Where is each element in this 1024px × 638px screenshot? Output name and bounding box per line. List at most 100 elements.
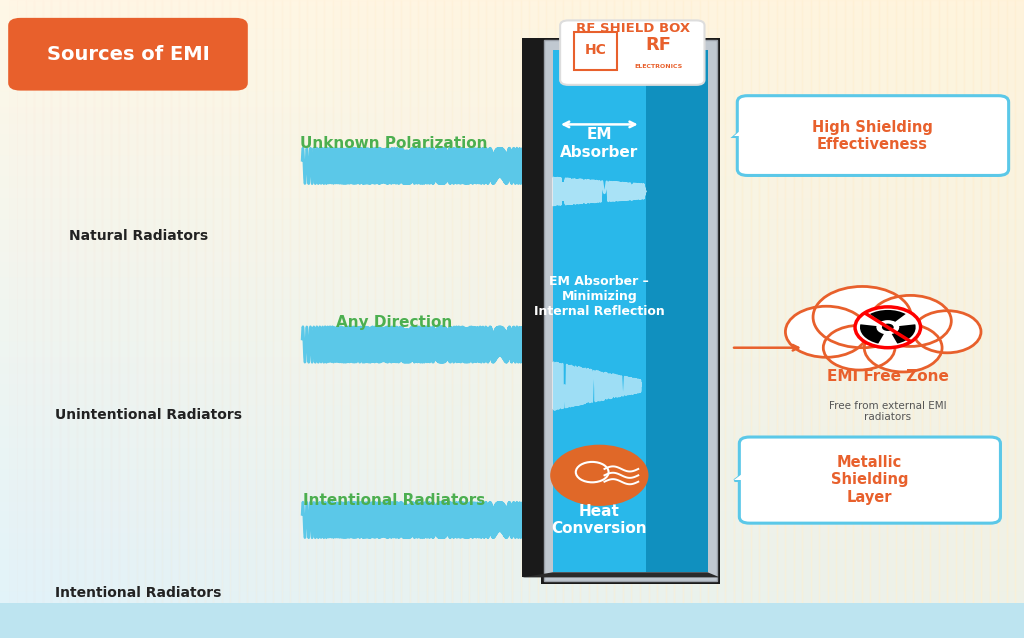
Bar [273,0,282,638]
Bar [461,0,469,638]
Bar [111,0,120,638]
Bar [0,547,1024,553]
Bar [717,0,725,638]
Bar [853,0,862,638]
Bar [632,0,640,638]
Bar [0,191,1024,197]
Bar [384,0,392,638]
Wedge shape [892,324,915,344]
Bar [341,0,350,638]
Bar [965,0,973,638]
Circle shape [869,295,951,346]
Bar [0,484,1024,489]
Bar [0,0,8,638]
Bar [913,0,922,638]
Bar [546,0,555,638]
Bar [0,287,1024,292]
Bar [0,175,1024,181]
Bar [563,0,571,638]
Bar [742,0,751,638]
Bar [0,186,1024,191]
Bar [0,622,1024,627]
Bar [0,394,1024,399]
Bar [0,32,1024,37]
Bar [0,170,1024,175]
Bar [904,0,913,638]
Bar [0,335,1024,340]
Bar [845,0,853,638]
Bar [256,0,264,638]
Bar [614,0,623,638]
Text: Sources of EMI: Sources of EMI [47,45,209,64]
Bar [0,356,1024,362]
FancyBboxPatch shape [739,437,1000,523]
Bar [0,627,1024,633]
Bar [0,447,1024,452]
Bar [0,91,1024,96]
Text: EMI Free Zone: EMI Free Zone [826,369,949,384]
Bar [581,0,589,638]
Bar [0,165,1024,170]
Text: Unintentional Radiators: Unintentional Radiators [55,408,242,422]
Bar [410,0,418,638]
Bar [0,234,1024,239]
Bar [751,0,760,638]
Bar [0,415,1024,420]
Circle shape [785,306,867,357]
Bar [0,303,1024,308]
Bar [0,526,1024,531]
Bar [0,292,1024,298]
Bar [102,0,111,638]
Bar [0,37,1024,43]
Bar [0,633,1024,638]
Bar [623,0,632,638]
Bar [239,0,248,638]
Bar [222,0,230,638]
Text: Intentional Radiators: Intentional Radiators [55,586,221,600]
Bar [0,595,1024,601]
FancyBboxPatch shape [8,18,248,91]
Bar [544,40,717,581]
Bar [0,494,1024,500]
Bar [811,0,819,638]
Bar [0,362,1024,367]
Bar [0,330,1024,335]
Bar [486,0,495,638]
Bar [0,0,1024,5]
Bar [0,128,1024,133]
Polygon shape [522,572,720,577]
Bar [896,0,904,638]
Bar [427,0,435,638]
Bar [0,212,1024,218]
Bar [571,0,581,638]
Bar [0,441,1024,447]
Bar [0,351,1024,356]
Bar [0,436,1024,441]
Bar [120,0,128,638]
Bar [973,0,981,638]
Bar [0,431,1024,436]
Text: Free from external EMI
radiators: Free from external EMI radiators [829,401,946,422]
Bar [734,0,742,638]
Bar [0,255,1024,260]
Bar [0,478,1024,484]
Bar [418,0,427,638]
Wedge shape [860,324,884,344]
Bar [0,553,1024,558]
Bar [0,181,1024,186]
Bar [392,0,401,638]
Bar [0,223,1024,228]
Bar [0,319,1024,324]
Bar [401,0,410,638]
Bar [333,0,341,638]
Text: RF SHIELD BOX: RF SHIELD BOX [575,22,690,35]
FancyBboxPatch shape [737,96,1009,175]
Text: Natural Radiators: Natural Radiators [69,229,208,243]
Bar [553,50,646,572]
Bar [367,0,376,638]
Bar [827,0,837,638]
Bar [453,0,461,638]
Bar [538,0,546,638]
Bar [0,372,1024,378]
Bar [0,27,1024,32]
